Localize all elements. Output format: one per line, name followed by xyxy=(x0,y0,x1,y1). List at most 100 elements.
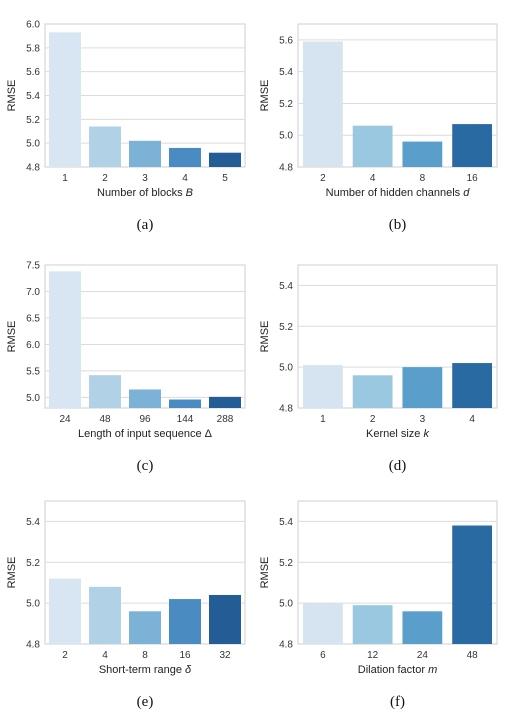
chart-panel-1: 4.8 5.0 5.2 5.4 5.6 5.8 6.0 1 2 3 4 5 RMSE Number of … xyxy=(6,20,246,233)
bar xyxy=(352,605,393,644)
bar xyxy=(49,578,81,644)
y-tick-label: 5.4 xyxy=(26,91,40,102)
chart-panel-4: 4.8 5.0 5.2 5.4 1 2 3 4 RMSE Kernel size k (d) xyxy=(259,264,498,474)
y-axis-label: RMSE xyxy=(6,80,18,112)
bar xyxy=(49,271,81,408)
bar xyxy=(129,140,161,167)
x-tick-label: 16 xyxy=(467,173,479,184)
y-tick-label: 5.0 xyxy=(279,599,293,610)
y-tick-label: 4.8 xyxy=(26,640,40,651)
bar xyxy=(89,375,121,408)
bar xyxy=(452,363,493,408)
x-tick-label: 24 xyxy=(417,650,429,661)
y-tick-label: 5.2 xyxy=(279,322,293,333)
x-tick-label: 2 xyxy=(62,650,68,661)
bar xyxy=(302,603,343,644)
y-tick-label: 5.2 xyxy=(26,558,40,569)
x-axis-label-variable: δ xyxy=(185,664,192,676)
bar xyxy=(129,389,161,408)
x-tick-label: 24 xyxy=(59,414,71,425)
x-tick-label: 12 xyxy=(367,650,379,661)
x-tick-label: 96 xyxy=(139,414,151,425)
y-tick-label: 5.0 xyxy=(279,363,293,374)
y-tick-label: 5.6 xyxy=(279,35,293,46)
x-axis-label: Short-term range δ xyxy=(99,664,192,676)
x-axis-label: Kernel size k xyxy=(366,428,429,440)
bar xyxy=(209,594,241,644)
x-tick-label: 8 xyxy=(420,173,426,184)
y-axis-label: RMSE xyxy=(6,321,18,353)
x-tick-label: 1 xyxy=(62,173,68,184)
y-tick-label: 5.0 xyxy=(26,139,40,150)
x-axis-label-text: Dilation factor xyxy=(358,664,428,676)
x-axis-label-text: Short-term range xyxy=(99,664,185,676)
panel-caption: (d) xyxy=(389,458,407,474)
bar xyxy=(89,126,121,167)
bar xyxy=(402,141,443,167)
y-tick-label: 4.8 xyxy=(279,163,293,174)
chart-panel-3: 5.0 5.5 6.0 6.5 7.0 7.5 24 48 96 144 288 RMSE Length… xyxy=(6,261,246,474)
y-tick-label: 6.0 xyxy=(26,340,40,351)
y-tick-label: 5.6 xyxy=(26,67,40,78)
x-tick-label: 48 xyxy=(99,414,111,425)
y-tick-label: 5.4 xyxy=(279,281,293,292)
x-tick-label: 4 xyxy=(370,173,376,184)
bar xyxy=(352,375,393,408)
x-tick-label: 2 xyxy=(102,173,108,184)
y-tick-label: 7.0 xyxy=(26,287,40,298)
y-tick-label: 5.5 xyxy=(26,366,40,377)
bar xyxy=(89,586,121,644)
y-axis-label: RMSE xyxy=(259,321,271,353)
x-axis-label: Number of blocks B xyxy=(97,187,193,199)
chart-panel-2: 4.8 5.0 5.2 5.4 5.6 2 4 8 16 RMSE Number of hidden… xyxy=(259,23,498,233)
panel-caption: (a) xyxy=(137,217,154,233)
x-tick-label: 2 xyxy=(320,173,326,184)
bar xyxy=(302,365,343,408)
y-tick-label: 5.4 xyxy=(279,517,293,528)
y-tick-label: 5.4 xyxy=(26,517,40,528)
x-tick-label: 2 xyxy=(370,414,376,425)
x-tick-label: 32 xyxy=(219,650,231,661)
y-tick-label: 7.5 xyxy=(26,261,40,272)
panel-caption: (f) xyxy=(390,694,405,710)
bar xyxy=(209,396,241,408)
x-tick-label: 6 xyxy=(320,650,326,661)
bar xyxy=(402,611,443,644)
bar xyxy=(402,367,443,408)
bar xyxy=(302,41,343,167)
x-axis-label: Length of input sequence Δ xyxy=(78,428,213,440)
x-tick-label: 8 xyxy=(142,650,148,661)
x-axis-label-text: Kernel size xyxy=(366,428,423,440)
x-tick-label: 144 xyxy=(177,414,194,425)
y-tick-label: 4.8 xyxy=(279,404,293,415)
bar xyxy=(169,147,201,167)
x-tick-label: 16 xyxy=(179,650,191,661)
y-tick-label: 5.2 xyxy=(279,558,293,569)
panel-caption: (e) xyxy=(137,694,154,710)
bar xyxy=(169,599,201,644)
bar xyxy=(169,399,201,408)
x-tick-label: 5 xyxy=(222,173,228,184)
chart-panel-6: 4.8 5.0 5.2 5.4 6 12 24 48 RMSE Dilation factor m… xyxy=(259,500,498,710)
x-tick-label: 4 xyxy=(469,414,475,425)
x-axis-label: Number of hidden channels d xyxy=(326,187,471,199)
x-tick-label: 1 xyxy=(320,414,326,425)
x-tick-label: 3 xyxy=(142,173,148,184)
bar xyxy=(49,32,81,167)
x-axis-label-variable: d xyxy=(463,187,470,199)
y-tick-label: 5.4 xyxy=(279,67,293,78)
x-tick-label: 48 xyxy=(467,650,479,661)
y-tick-label: 4.8 xyxy=(279,640,293,651)
bar xyxy=(452,525,493,644)
bar xyxy=(352,125,393,167)
x-axis-label-text: Number of blocks xyxy=(97,187,186,199)
y-tick-label: 6.0 xyxy=(26,20,40,31)
x-axis-label-text: Number of hidden channels xyxy=(326,187,464,199)
y-tick-label: 5.0 xyxy=(26,393,40,404)
bar xyxy=(452,124,493,167)
y-axis-label: RMSE xyxy=(6,557,18,589)
x-axis-label-variable: k xyxy=(423,428,429,440)
x-axis-label-text: Length of input sequence Δ xyxy=(78,428,213,440)
y-tick-label: 5.2 xyxy=(26,115,40,126)
